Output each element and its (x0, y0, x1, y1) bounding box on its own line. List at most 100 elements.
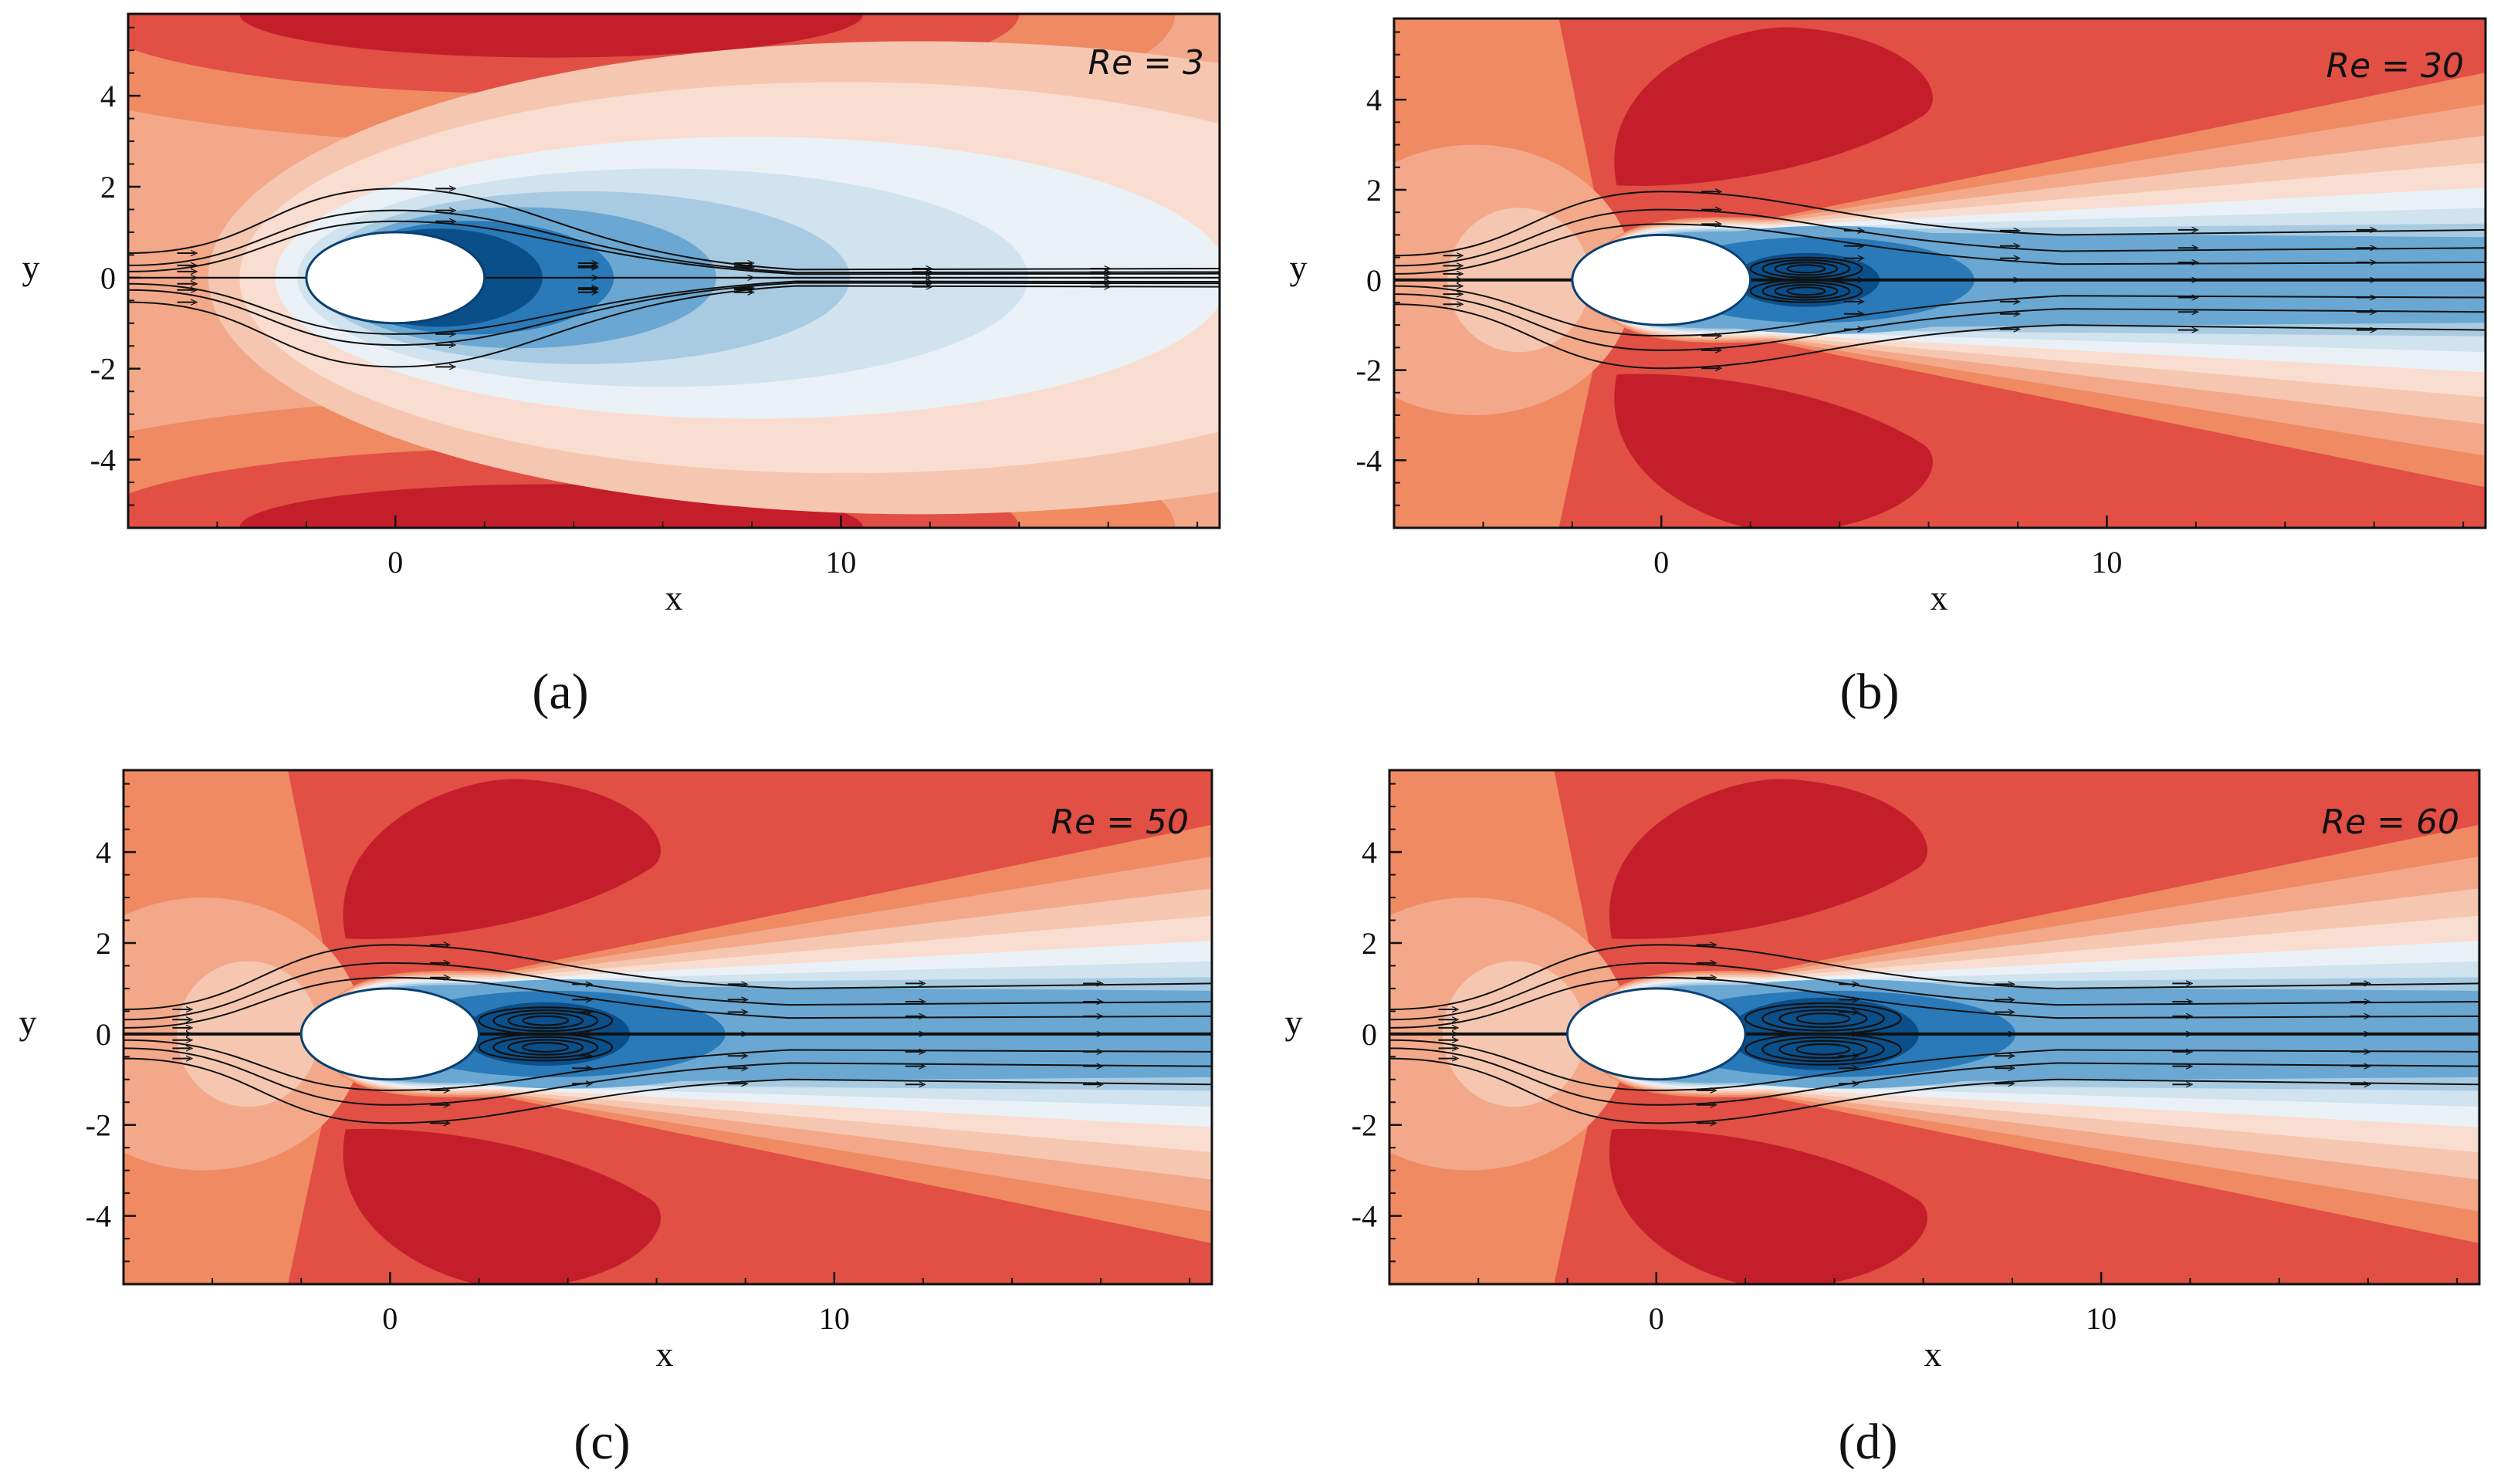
panel-d-ylabel: y (1285, 1002, 1303, 1042)
panel-a-streamlines (128, 188, 1220, 367)
panel-b-caption: (b) (1840, 664, 1900, 720)
panel-a-ylabel: y (22, 248, 40, 287)
panel-b-xlabel: x (1931, 578, 1948, 617)
panel-c-ylabel: y (19, 1002, 37, 1042)
panel-a-lobe-top-2 (239, 14, 864, 58)
panel-b-xtick-label-0: 0 (1653, 545, 1669, 580)
panel-b-plot: 0 10 -4 -2 0 2 4 Re = 30 x y (b) (1290, 17, 2487, 720)
panel-a-caption: (a) (532, 664, 588, 720)
panel-b-recirc-bottom-3 (1786, 286, 1826, 296)
panel-c-ytick-label-3: 2 (96, 926, 111, 961)
panel-b-contours (1394, 19, 2486, 528)
panel-b-recirc-top-1 (1761, 259, 1851, 279)
panel-b-streamline-1 (1394, 293, 2486, 351)
panel-b-recirc-bottom-1 (1761, 281, 1851, 301)
panel-d: 0 10 -4 -2 0 2 4 Re = 60 x y (d) (1285, 769, 2481, 1470)
panel-c-contours (124, 770, 1212, 1284)
panel-d-streamline-4 (1389, 976, 2479, 1029)
panel-c-ytick-label-4: 4 (96, 835, 111, 870)
panel-c-streamline-5 (124, 962, 1212, 1021)
panel-a-xtick-label-0: 0 (387, 545, 403, 580)
panel-d-recirc-top-3 (1795, 1012, 1851, 1025)
panel-d-recirc-top-1 (1761, 1006, 1885, 1032)
panel-b-recirc-top-3 (1786, 264, 1826, 274)
panel-d-frame (1388, 769, 2481, 1286)
panel-d-lobe-top (1609, 779, 1928, 939)
panel-a-cylinder (305, 231, 486, 325)
panel-b-lobe-top (1614, 27, 1933, 186)
panel-a-plotarea (128, 14, 1220, 528)
panel-d-contours (1389, 770, 2479, 1284)
panel-b-ytick-label-3: 2 (1366, 173, 1382, 208)
panel-c-recirc-bottom-2 (507, 1039, 584, 1056)
panel-d-xlabel: x (1924, 1334, 1942, 1374)
panel-c-streamline-4 (124, 976, 1212, 1029)
panel-c-ytick-label-1: -2 (86, 1108, 111, 1143)
panel-c: 0 10 -4 -2 0 2 4 Re = 50 x y (c) (19, 769, 1213, 1470)
panel-b-lobe-bottom (1614, 374, 1933, 528)
panel-a-ytick-label-2: 0 (100, 261, 116, 296)
panel-d-recirc-bottom-1 (1761, 1036, 1885, 1063)
panel-d-ytick-label-4: 4 (1362, 835, 1377, 870)
panel-b-recirc-top-2 (1774, 262, 1839, 276)
panel-c-body (299, 987, 480, 1081)
panel-a-xlabel: x (665, 578, 683, 617)
panel-c-streamlines (124, 945, 1212, 1123)
panel-c-plot: 0 10 -4 -2 0 2 4 Re = 50 x y (c) (19, 769, 1213, 1470)
panel-c-recirc-top-2 (507, 1012, 584, 1029)
panel-b-xtick-label-1: 10 (2091, 545, 2122, 580)
panel-d-streamline-0 (1389, 1057, 2479, 1124)
panel-c-streamline-0 (124, 1057, 1212, 1124)
panel-d-axes: 0 10 -4 -2 0 2 4 (1352, 769, 2481, 1336)
panel-b-streamline-2 (1394, 285, 2486, 337)
panel-d-recirc-bottom-2 (1778, 1039, 1868, 1059)
panel-d-ytick-label-3: 2 (1362, 926, 1377, 961)
panel-a-contours (128, 14, 1220, 528)
panel-b-streamline-6 (1394, 191, 2486, 257)
panel-a-plot: 0 10 -4 -2 0 2 4 Re = 3 x y (a) (22, 12, 1221, 720)
panel-b-ylabel: y (1290, 248, 1308, 287)
panel-d-plot: 0 10 -4 -2 0 2 4 Re = 60 x y (d) (1285, 769, 2481, 1470)
panel-c-lobe-bottom (343, 1128, 661, 1284)
panel-c-caption: (c) (574, 1414, 630, 1470)
panel-c-lobe-top (343, 779, 662, 939)
panel-a-xtick-label-1: 10 (825, 545, 856, 580)
panel-b-streamline-4 (1394, 223, 2486, 275)
panel-b-ytick-label-0: -4 (1356, 443, 1382, 478)
panel-d-streamline-5 (1389, 962, 2479, 1021)
panel-c-frame (122, 769, 1213, 1286)
panel-d-streamline-2 (1389, 1039, 2479, 1091)
panel-d-streamlines (1389, 945, 2479, 1123)
panel-c-ytick-label-0: -4 (86, 1199, 111, 1234)
panel-b-streamline-0 (1394, 303, 2486, 370)
panel-d-recirc-bottom-3 (1795, 1043, 1851, 1056)
panel-c-streamline-2 (124, 1039, 1212, 1091)
panel-c-axes: 0 10 -4 -2 0 2 4 (86, 769, 1213, 1336)
panel-d-body (1566, 987, 1747, 1081)
panel-c-ytick-label-2: 0 (96, 1017, 111, 1052)
panel-a-frame (127, 12, 1221, 529)
panel-a-streamline-1 (128, 282, 1220, 346)
panel-b-axes: 0 10 -4 -2 0 2 4 (1356, 17, 2487, 580)
panel-c-streamline-1 (124, 1047, 1212, 1106)
panel-c-xtick-label-1: 10 (819, 1301, 850, 1336)
panel-d-plotarea (1389, 770, 2479, 1284)
panel-d-streamline-6 (1389, 944, 2479, 1011)
panel-a-ytick-label-4: 4 (100, 79, 116, 113)
panel-c-xlabel: x (656, 1334, 674, 1374)
panel-b-streamlines (1394, 191, 2486, 368)
panel-c-plotarea (124, 770, 1212, 1284)
panel-c-xtick-label-0: 0 (382, 1301, 398, 1336)
panel-b-ytick-label-2: 0 (1366, 263, 1382, 298)
panel-b: 0 10 -4 -2 0 2 4 Re = 30 x y (b) (1290, 17, 2487, 720)
panel-a-streamline-6 (128, 188, 1220, 271)
panel-a-ytick-label-1: -2 (90, 352, 116, 387)
panel-a-streamline-2 (128, 280, 1220, 335)
panel-d-streamline-1 (1389, 1047, 2479, 1106)
panel-d-lobe-bottom (1609, 1128, 1927, 1284)
panel-a-axes: 0 10 -4 -2 0 2 4 (90, 12, 1221, 580)
panel-d-ytick-label-0: -4 (1352, 1199, 1377, 1234)
panel-c-recirc-top-3 (522, 1015, 570, 1026)
panel-b-body (1571, 233, 1752, 326)
